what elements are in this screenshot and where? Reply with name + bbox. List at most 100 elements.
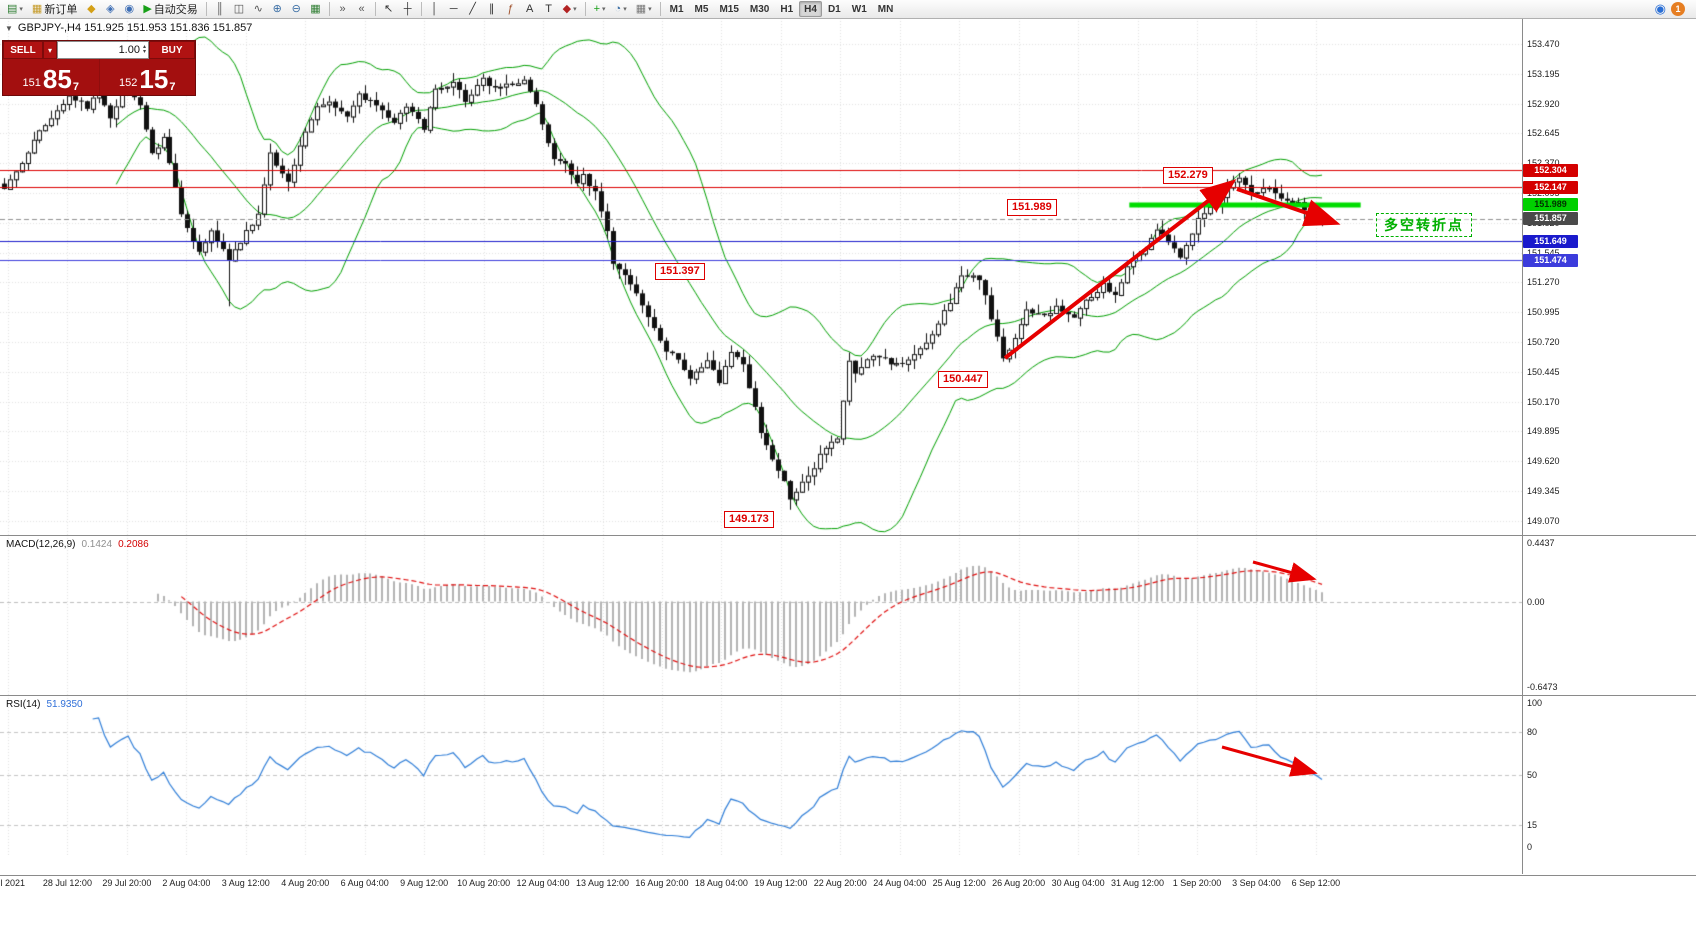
arrows-tool-button[interactable]: ◆ ▾ <box>559 1 581 18</box>
macd-indicator-label: MACD(12,26,9) 0.1424 0.2086 <box>6 539 149 550</box>
new-order-button-label: 新订单 <box>44 4 78 16</box>
crosshair-button[interactable]: ┼ <box>399 1 417 18</box>
market-watch-icon: ◈ <box>106 2 115 15</box>
timeframe-h4[interactable]: H4 <box>799 1 822 17</box>
macd-axis-label: 0.4437 <box>1527 538 1555 548</box>
market-watch-icon[interactable]: ◈ <box>101 1 119 18</box>
one-click-trading-panel: SELL ▾ 1.00 ▴ ▾ BUY 151 85 7 152 15 7 <box>2 40 196 96</box>
cursor-icon: ↖ <box>384 2 394 15</box>
price-tick-label: 150.170 <box>1527 396 1560 407</box>
time-axis-label: 12 Aug 04:00 <box>516 878 570 888</box>
time-axis-label: 1 Sep 20:00 <box>1172 878 1222 888</box>
price-displays-row: 151 85 7 152 15 7 <box>3 59 195 95</box>
channel-button[interactable]: ∥ <box>483 1 501 18</box>
candles-chart-button[interactable]: ◫ <box>230 1 248 18</box>
volume-up-button[interactable]: ▴ <box>142 44 146 50</box>
horizontal-line-icon: ─ <box>449 2 458 15</box>
timeframe-m1[interactable]: M1 <box>669 3 684 15</box>
dropdown-arrow-icon: ▾ <box>573 6 577 13</box>
autotrading-button[interactable]: ▶ 自动交易 <box>139 1 201 18</box>
price-level-label[interactable]: 151.397 <box>655 263 705 280</box>
auto-scroll-button[interactable]: » <box>334 1 352 18</box>
rsi-axis-label: 15 <box>1527 820 1538 831</box>
rsi-value: 51.9350 <box>46 699 83 710</box>
rsi-name: RSI(14) <box>6 699 41 710</box>
timeframe-m30[interactable]: M30 <box>749 3 770 15</box>
notification-badge[interactable]: 1 <box>1671 2 1685 16</box>
new-order-button[interactable]: ▦ 新订单 <box>28 1 81 18</box>
chart-shift-button[interactable]: « <box>353 1 371 18</box>
vertical-line-button[interactable]: │ <box>426 1 444 18</box>
time-axis-label: 30 Aug 04:00 <box>1051 878 1105 888</box>
time-axis-label: 26 Aug 20:00 <box>992 878 1046 888</box>
new-chart-button[interactable]: ▤ ▾ <box>3 1 27 18</box>
price-level-label[interactable]: 150.447 <box>938 371 988 388</box>
horizontal-line-button[interactable]: ─ <box>445 1 463 18</box>
tile-windows-button[interactable]: ▦ <box>306 1 324 18</box>
time-axis-label: 10 Aug 20:00 <box>457 878 511 888</box>
time-axis-label: 9 Aug 12:00 <box>400 878 449 888</box>
price-badge: 151.474 <box>1523 253 1578 267</box>
volume-field[interactable]: 1.00 ▴ ▾ <box>57 41 149 59</box>
line-chart-button[interactable]: ∿ <box>249 1 267 18</box>
macd-signal-value: 0.2086 <box>118 539 149 550</box>
one-click-expander-icon[interactable]: ▼ <box>5 23 13 33</box>
time-axis-label: 6 Aug 04:00 <box>340 878 389 888</box>
price-level-label[interactable]: 152.279 <box>1163 167 1213 184</box>
trendline-button[interactable]: ╱ <box>464 1 482 18</box>
templates-button[interactable]: ▦ ▾ <box>632 1 656 18</box>
time-axis-label: 16 Aug 20:00 <box>635 878 689 888</box>
price-level-label[interactable]: 149.173 <box>724 511 774 528</box>
zoom-in-button[interactable]: ⊕ <box>268 1 286 18</box>
main-chart-canvas[interactable] <box>0 18 1522 535</box>
chart-header: ▼ GBPJPY-,H4 151.925 151.953 151.836 151… <box>5 22 252 34</box>
timeframe-w1[interactable]: W1 <box>851 3 867 15</box>
buy-button[interactable]: BUY <box>149 41 195 59</box>
turning-point-note[interactable]: 多空转折点 <box>1376 213 1472 237</box>
zoom-in-icon: ⊕ <box>272 2 282 15</box>
periods-button[interactable]: ◔ ▾ <box>611 1 631 18</box>
rsi-panel-separator[interactable] <box>0 695 1696 696</box>
vertical-line-icon: │ <box>431 2 439 15</box>
price-tick-label: 150.995 <box>1527 307 1560 318</box>
zoom-out-icon: ⊖ <box>291 2 301 15</box>
toolbar-separator <box>659 2 661 16</box>
order-type-dropdown[interactable]: ▾ <box>43 41 57 59</box>
zoom-out-button[interactable]: ⊖ <box>287 1 305 18</box>
cursor-button[interactable]: ↖ <box>380 1 398 18</box>
tile-windows-icon: ▦ <box>310 2 321 15</box>
data-window-icon: ◉ <box>124 2 135 15</box>
timeframe-d1[interactable]: D1 <box>827 3 841 15</box>
macd-panel-canvas[interactable] <box>0 535 1522 695</box>
timeframe-mn[interactable]: MN <box>877 3 894 15</box>
timeframe-m15[interactable]: M15 <box>719 3 739 15</box>
volume-down-button[interactable]: ▾ <box>142 49 146 55</box>
macd-panel-separator[interactable] <box>0 535 1696 536</box>
chart-shift-icon: « <box>358 2 365 15</box>
time-axis-label: 22 Aug 20:00 <box>813 878 867 888</box>
price-axis-separator <box>1522 18 1523 874</box>
fibonacci-button[interactable]: ƒ <box>502 1 520 18</box>
volume-value[interactable]: 1.00 <box>118 44 140 56</box>
bid-figure: 151 <box>22 77 41 89</box>
price-level-label[interactable]: 151.989 <box>1007 199 1057 216</box>
indicators-button[interactable]: + ▾ <box>590 1 610 18</box>
rsi-panel-canvas[interactable] <box>0 695 1522 855</box>
text-label-button[interactable]: T <box>540 1 558 18</box>
data-window-icon[interactable]: ◉ <box>120 1 138 18</box>
timeframe-m5[interactable]: M5 <box>694 3 709 15</box>
dropdown-arrow-icon: ▾ <box>19 6 23 13</box>
bid-price-display[interactable]: 151 85 7 <box>3 59 99 95</box>
toolbar-separator <box>205 2 207 16</box>
text-button[interactable]: A <box>521 1 539 18</box>
price-tick-label: 151.545 <box>1527 247 1560 258</box>
ask-price-display[interactable]: 152 15 7 <box>99 59 195 95</box>
bars-chart-button[interactable]: ║ <box>211 1 229 18</box>
sell-button[interactable]: SELL <box>3 41 43 59</box>
timeframe-h1[interactable]: H1 <box>780 3 794 15</box>
community-icon[interactable]: ◉ <box>1654 1 1666 16</box>
candles-chart-icon: ◫ <box>233 2 245 15</box>
time-axis-label: 3 Sep 04:00 <box>1232 878 1281 888</box>
metaeditor-icon[interactable]: ◆ <box>82 1 100 18</box>
bid-pipette: 7 <box>72 81 79 93</box>
